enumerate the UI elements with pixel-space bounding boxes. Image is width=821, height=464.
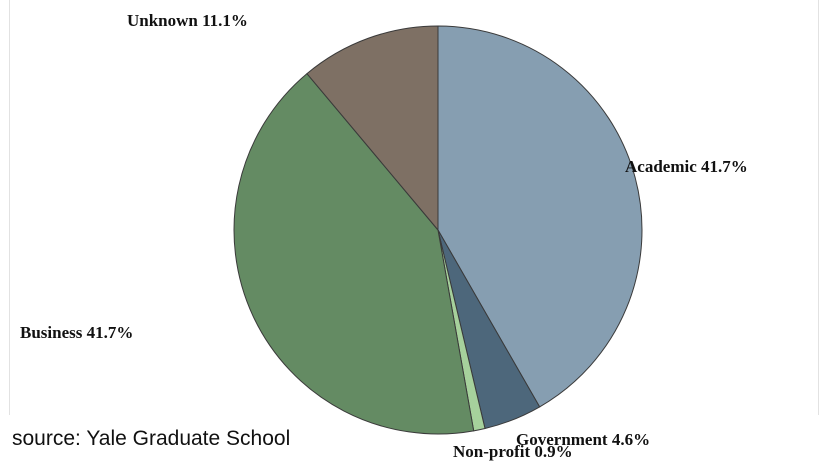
- pie-slice-unknown: [306, 25, 439, 232]
- slice-label-academic: Academic 41.7%: [625, 157, 748, 176]
- pie-slice-business: [233, 72, 475, 435]
- pie-slices: [233, 25, 643, 435]
- source-note: source: Yale Graduate School: [12, 427, 291, 450]
- slice-label-government: Government 4.6%: [516, 430, 650, 449]
- slice-label-business: Business 41.7%: [20, 323, 133, 342]
- pie-slice-academic: [437, 25, 643, 408]
- pie-labels: Academic 41.7% Government 4.6% Non-profi…: [20, 11, 748, 461]
- slice-label-unknown: Unknown 11.1%: [127, 11, 248, 30]
- slice-label-nonprofit: Non-profit 0.9%: [453, 442, 573, 461]
- chart-frame: [9, 0, 819, 415]
